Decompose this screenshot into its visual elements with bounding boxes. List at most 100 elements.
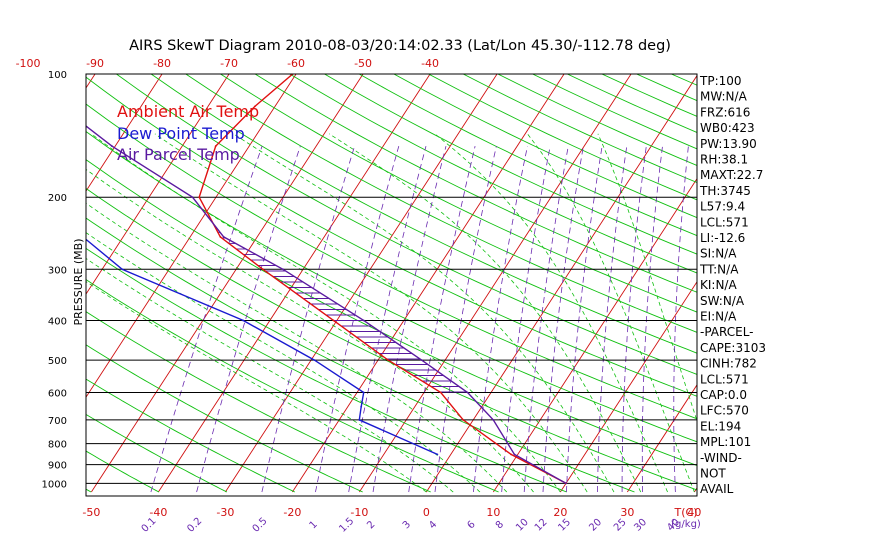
pressure-tick-label: 100 <box>48 70 67 81</box>
stats-entry: EL:194 <box>700 419 741 433</box>
dry-adiabat-line <box>358 74 697 237</box>
stats-entry: LFC:570 <box>700 404 749 418</box>
pressure-tick-label: 200 <box>48 193 67 204</box>
moist-adiabat-lines <box>86 133 697 493</box>
dry-adiabat-line <box>86 217 635 493</box>
series-point <box>60 106 62 108</box>
stats-entry: WB0:423 <box>700 121 755 135</box>
dry-adiabat-line <box>462 74 697 184</box>
series-point <box>82 236 84 238</box>
stats-entry: TT:N/A <box>699 262 739 276</box>
chart-title: AIRS SkewT Diagram 2010-08-03/20:14:02.3… <box>129 38 671 54</box>
series-point <box>362 319 365 322</box>
pressure-tick-label: 900 <box>48 461 67 472</box>
bottom-temp-tick-label: 10 <box>486 506 500 519</box>
stats-entry: MW:N/A <box>700 90 748 104</box>
top-temperature-ticks: -120-110-100-90-80-70-60-50-40 <box>16 57 439 70</box>
pressure-tick-label: 300 <box>48 265 67 276</box>
dry-adiabat-line <box>86 378 295 493</box>
top-temp-tick-label: -100 <box>16 57 41 70</box>
mixing-ratio-tick-label: 12 <box>533 517 550 534</box>
dry-adiabat-line <box>86 247 567 493</box>
mixing-ratio-unit-label: (g/kg) <box>671 519 701 530</box>
mixing-ratio-tick-label: 2 <box>365 519 377 531</box>
isotherm-line <box>86 74 297 398</box>
dry-adiabat-line <box>775 74 870 492</box>
top-temp-tick-label: -90 <box>86 57 104 70</box>
dry-adiabat-line <box>86 450 160 493</box>
series-point <box>242 319 244 322</box>
stats-entry: TP:100 <box>699 74 742 88</box>
mixing-ratio-tick-label: 8 <box>494 519 506 531</box>
bottom-temp-tick-label: -30 <box>216 506 234 519</box>
isotherm-line <box>291 74 565 493</box>
stats-entry: LCL:571 <box>700 372 749 386</box>
dry-adiabat-line <box>86 130 697 443</box>
dry-adiabat-line <box>86 279 499 493</box>
moist-adiabat-line <box>154 133 588 493</box>
temperature-unit-label: T(C) <box>674 506 698 519</box>
cape-hatching <box>215 226 467 393</box>
dry-adiabat-line <box>254 74 697 293</box>
bottom-temp-tick-label: 20 <box>553 506 567 519</box>
bottom-temp-tick-label: 30 <box>620 506 634 519</box>
y-axis-label: PRESSURE (MB) <box>72 239 85 326</box>
stats-entry: MAXT:22.7 <box>700 168 763 182</box>
isotherm-line <box>626 384 697 493</box>
pressure-tick-label: 800 <box>48 440 67 451</box>
dry-adiabat-line <box>86 311 431 493</box>
series-point <box>121 268 124 271</box>
legend-item-ambient-air-temp: Ambient Air Temp <box>117 102 259 121</box>
moist-adiabat-line <box>434 133 668 493</box>
top-temp-tick-label: -60 <box>287 57 305 70</box>
moist-adiabat-line <box>86 202 508 493</box>
dry-adiabat-line <box>86 76 697 397</box>
stats-entry: CAP:0.0 <box>700 388 747 402</box>
dry-adiabat-line <box>86 344 363 493</box>
series-point <box>436 453 439 456</box>
stats-entry: EI:N/A <box>700 310 737 324</box>
chart-legend: Ambient Air Temp Dew Point Temp Air Parc… <box>117 102 259 164</box>
mixing-ratio-tick-label: 30 <box>632 517 649 534</box>
mixing-ratio-tick-label: 10 <box>514 517 531 534</box>
dry-adiabat-line <box>116 74 697 375</box>
mixing-ratio-line <box>261 145 355 493</box>
series-point <box>387 359 390 362</box>
dry-adiabat-line <box>86 413 228 493</box>
stats-entry: CAPE:3103 <box>700 341 766 355</box>
dry-adiabat-line <box>810 74 870 492</box>
stats-entry: L57:9.4 <box>700 200 745 214</box>
series-point <box>513 453 516 456</box>
mixing-ratio-tick-label: 20 <box>587 517 604 534</box>
pressure-tick-label: 600 <box>48 389 67 400</box>
mixing-ratio-line <box>434 146 497 493</box>
series-line-ambient-air-temp <box>198 74 567 484</box>
stats-entry: LCL:571 <box>700 215 749 229</box>
isotherm-line <box>425 74 697 493</box>
bottom-temp-tick-label: -10 <box>350 506 368 519</box>
series-point <box>358 419 361 421</box>
dry-adiabat-line <box>289 74 697 274</box>
mixing-ratio-line <box>566 146 603 492</box>
mixing-ratio-tick-label: 25 <box>612 517 629 534</box>
dry-adiabat-line <box>86 103 697 420</box>
isobar-lines <box>86 73 697 484</box>
stats-entry: RH:38.1 <box>700 153 748 167</box>
series-point <box>14 145 16 147</box>
series-point <box>214 145 217 147</box>
mixing-ratio-tick-label: 15 <box>556 517 573 534</box>
mixing-ratio-tick-label: 0.5 <box>251 516 270 535</box>
dry-adiabat-line <box>150 74 697 354</box>
profile-series <box>14 74 567 485</box>
bottom-temp-tick-label: -50 <box>82 506 100 519</box>
stats-entry: SI:N/A <box>700 247 737 261</box>
pressure-axis-ticks: 100 200 300 400 500 600 700 800 900 1000 <box>42 70 67 490</box>
mixing-ratio-line <box>196 145 301 493</box>
dry-adiabat-line <box>86 187 697 491</box>
bottom-temp-tick-label: -20 <box>283 506 301 519</box>
legend-item-air-parcel-temp: Air Parcel Temp <box>117 145 240 164</box>
series-point <box>110 145 113 147</box>
mixing-ratio-tick-label: 4 <box>427 519 439 531</box>
series-point <box>510 453 512 456</box>
